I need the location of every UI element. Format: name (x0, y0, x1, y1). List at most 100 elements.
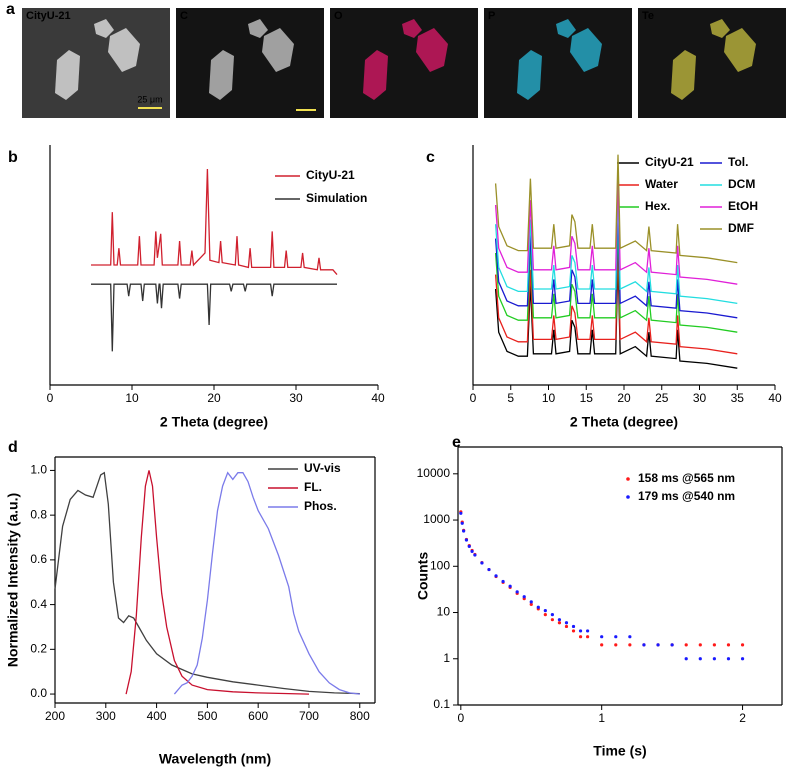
y-tick-label: 0.8 (30, 507, 47, 521)
data-point (529, 600, 533, 604)
data-point (536, 605, 540, 609)
data-point (470, 549, 474, 553)
data-point (614, 635, 618, 639)
legend-label: Phos. (304, 499, 337, 513)
data-point (571, 629, 576, 633)
x-tick-label: 40 (768, 391, 782, 405)
x-tick-label: 600 (248, 709, 268, 723)
data-point (550, 613, 554, 617)
x-tick-label: 40 (371, 391, 385, 405)
data-point (628, 635, 632, 639)
data-point (600, 643, 604, 647)
data-point (578, 629, 583, 633)
data-point (522, 595, 526, 599)
data-point (501, 579, 505, 584)
legend-label: Water (645, 177, 678, 191)
series-line (494, 195, 738, 305)
x-axis-label: 2 Theta (degree) (160, 414, 268, 430)
x-tick-label: 10 (125, 391, 139, 405)
scale-bar-label: 25 μm (137, 94, 162, 104)
panel-label: e (452, 434, 461, 451)
crystal (416, 28, 448, 72)
y-tick-label: 0.6 (30, 552, 47, 566)
crystal (55, 50, 80, 100)
crystal (108, 28, 140, 72)
data-point (586, 629, 590, 633)
series-line (91, 168, 338, 276)
crystal (724, 28, 756, 72)
x-tick-label: 700 (299, 709, 319, 723)
y-axis-label: Counts (415, 552, 431, 600)
legend-label: DCM (728, 177, 755, 191)
x-tick-label: 25 (655, 391, 669, 405)
legend-label: Hex. (645, 199, 670, 213)
panel-label: d (8, 439, 18, 456)
legend-label: UV-vis (304, 461, 341, 475)
y-tick-label: 1.0 (30, 463, 47, 477)
x-tick-label: 30 (289, 391, 303, 405)
data-point (698, 657, 702, 661)
y-tick-label: 0.0 (30, 686, 47, 700)
data-point (480, 561, 484, 565)
data-point (543, 609, 547, 613)
data-point (557, 618, 562, 622)
data-point (571, 624, 576, 629)
crystal (209, 50, 234, 100)
tile-label: O (334, 10, 343, 22)
x-tick-label: 20 (207, 391, 221, 405)
panel-label: a (6, 1, 15, 18)
crystal (570, 28, 602, 72)
data-point (740, 657, 745, 661)
panel-label: b (8, 149, 18, 166)
data-point (515, 590, 519, 594)
tile-label: Te (642, 10, 654, 22)
crystal (248, 19, 268, 38)
data-point (614, 643, 618, 647)
panel-label: c (426, 149, 435, 166)
crystal (402, 19, 422, 38)
tile-label: CityU-21 (26, 10, 71, 22)
legend-label: CityU-21 (306, 168, 355, 182)
legend-label: Tol. (728, 155, 748, 169)
data-point (557, 621, 562, 625)
x-tick-label: 20 (617, 391, 631, 405)
x-tick-label: 500 (197, 709, 217, 723)
x-axis-label: 2 Theta (degree) (570, 414, 678, 430)
series-line (125, 470, 310, 695)
x-tick-label: 0 (47, 391, 54, 405)
data-point (726, 643, 731, 647)
data-point (464, 538, 469, 542)
data-point (529, 602, 533, 606)
x-tick-label: 15 (580, 391, 594, 405)
x-tick-label: 0 (457, 711, 464, 725)
crystal (363, 50, 388, 100)
x-tick-label: 200 (45, 709, 65, 723)
data-point (684, 643, 688, 647)
legend-label: DMF (728, 221, 754, 235)
y-tick-label: 1000 (423, 512, 450, 526)
data-point (459, 511, 463, 515)
data-point (487, 567, 491, 572)
data-point (712, 643, 716, 647)
crystal (262, 28, 294, 72)
y-tick-label: 0.4 (30, 597, 47, 611)
data-point (642, 643, 646, 647)
tile-label: P (488, 10, 495, 22)
series-line (173, 471, 360, 695)
data-point (684, 657, 688, 661)
data-point (726, 657, 731, 661)
data-point (740, 643, 745, 647)
x-tick-label: 400 (147, 709, 167, 723)
x-tick-label: 30 (693, 391, 707, 405)
series-line (494, 245, 738, 355)
x-tick-label: 2 (739, 711, 746, 725)
legend-label: Simulation (306, 191, 367, 205)
series-line (494, 154, 738, 264)
data-point (550, 618, 554, 622)
legend-marker (626, 477, 630, 481)
series-line (494, 176, 738, 285)
data-point (467, 544, 471, 548)
data-point (564, 621, 569, 625)
x-tick-label: 10 (542, 391, 556, 405)
